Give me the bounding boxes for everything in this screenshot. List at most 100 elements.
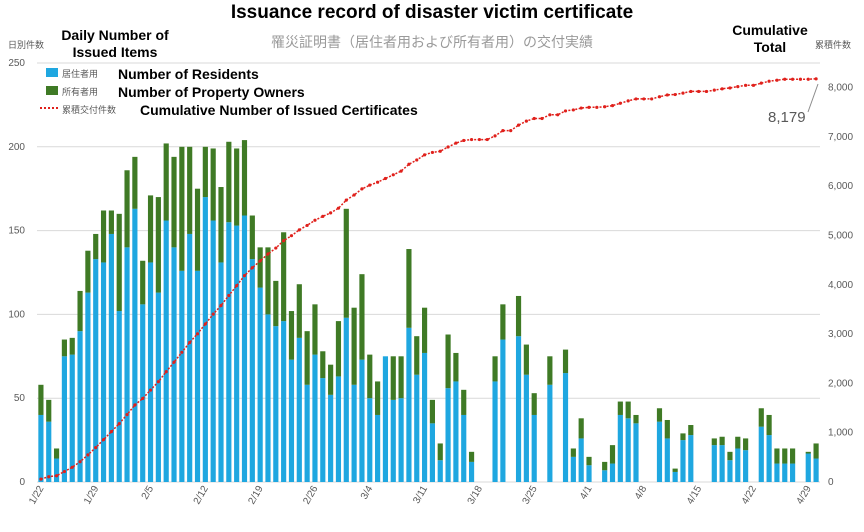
y2-tick-label: 0 <box>828 477 834 488</box>
y2-tick-label: 8,000 <box>828 83 853 94</box>
bar-owners <box>445 334 451 389</box>
bar-residents <box>351 384 357 482</box>
bar-residents <box>124 247 130 482</box>
cumulative-point <box>203 322 207 326</box>
legend-owners-jp: 所有者用 <box>62 86 98 98</box>
bar-residents <box>61 356 67 482</box>
bar-owners <box>766 414 772 436</box>
x-tick-label: 4/22 <box>740 484 759 507</box>
bar-owners <box>492 356 498 382</box>
cumulative-point <box>297 228 301 232</box>
cumulative-point <box>360 187 364 191</box>
cumulative-point <box>657 95 662 99</box>
cumulative-point <box>336 206 341 210</box>
cumulative-point <box>376 180 380 184</box>
bar-residents <box>656 421 663 482</box>
cumulative-point <box>321 214 325 218</box>
cumulative-callout-line <box>807 83 819 113</box>
bar-owners <box>547 356 553 385</box>
y-tick-label: 250 <box>8 58 25 69</box>
cumulative-point <box>524 119 528 123</box>
bar-residents <box>500 339 506 482</box>
bar-owners <box>390 356 396 400</box>
cumulative-point <box>477 137 481 142</box>
bar-residents <box>547 384 553 482</box>
bar-residents <box>218 262 224 482</box>
bar-owners <box>46 399 52 422</box>
bar-residents <box>38 414 44 482</box>
cumulative-point <box>556 113 560 117</box>
cumulative-point <box>391 173 395 177</box>
bar-owners <box>132 156 138 209</box>
cumulative-point <box>78 460 82 464</box>
chart-title-jp: 罹災証明書（居住者用および所有者用）の交付実績 <box>271 34 593 51</box>
gridlines <box>37 62 820 483</box>
cumulative-point <box>587 105 591 109</box>
y2-tick-label: 4,000 <box>828 280 853 291</box>
cumulative-point <box>188 340 192 345</box>
bar-residents <box>727 460 733 482</box>
bar-residents <box>414 374 420 482</box>
cumulative-point <box>618 101 622 105</box>
bar-residents <box>562 373 569 482</box>
bar-residents <box>194 270 201 482</box>
cumulative-point <box>790 77 795 81</box>
bar-owners <box>414 336 420 375</box>
cumulative-point <box>305 223 309 228</box>
bar-owners <box>241 140 248 216</box>
legend-swatch-residents <box>46 68 58 77</box>
x-tick-label: 4/1 <box>578 484 595 502</box>
cumulative-point <box>493 134 497 138</box>
bar-owners <box>124 170 130 248</box>
right-axis-title-line2: Total <box>754 39 786 55</box>
cumulative-point <box>148 388 153 392</box>
cumulative-point <box>665 93 669 97</box>
legend-owners-en: Number of Property Owners <box>118 84 305 100</box>
bar-owners <box>61 339 67 357</box>
cumulative-point <box>806 77 810 81</box>
bar-owners <box>155 197 161 293</box>
bar-residents <box>140 304 146 482</box>
bar-owners <box>453 352 459 382</box>
bar-residents <box>249 259 255 482</box>
cumulative-point <box>266 252 270 256</box>
bar-residents <box>570 456 576 482</box>
cumulative-point <box>430 150 435 155</box>
cumulative-line-path <box>40 78 817 480</box>
y-tick-label: 200 <box>8 142 25 153</box>
bar-owners <box>727 451 733 461</box>
bar-owners <box>743 438 749 451</box>
cumulative-point <box>133 403 137 407</box>
bar-residents <box>241 215 248 483</box>
bar-owners <box>422 307 428 353</box>
bar-residents <box>359 359 365 482</box>
bar-owners <box>398 356 404 399</box>
bar-owners <box>343 208 349 318</box>
bar-owners <box>367 354 373 399</box>
bar-owners <box>147 195 154 263</box>
bar-residents <box>445 388 451 482</box>
x-tick-label: 2/12 <box>192 484 211 507</box>
bar-owners <box>249 215 255 260</box>
bar-residents <box>429 423 435 482</box>
left-axis-title-line1: Daily Number of <box>61 27 169 43</box>
bar-residents <box>171 247 177 482</box>
bar-owners <box>328 364 334 395</box>
cumulative-point <box>399 169 403 173</box>
cumulative-point <box>438 149 442 153</box>
cumulative-point <box>610 104 615 108</box>
cumulative-point <box>689 89 693 94</box>
bar-owners <box>515 295 522 337</box>
legend: 居住者用 Number of Residents 所有者用 Number of … <box>40 66 418 118</box>
x-tick-label: 2/5 <box>140 484 157 502</box>
x-tick-label: 1/29 <box>82 484 101 507</box>
chart-title-en: Issuance record of disaster victim certi… <box>231 2 633 23</box>
bar-owners <box>171 156 177 248</box>
cumulative-point <box>329 211 333 215</box>
bar-owners <box>312 304 318 355</box>
bar-residents <box>312 354 318 482</box>
bar-residents <box>226 222 232 482</box>
x-tick-label: 4/29 <box>795 484 814 507</box>
cumulative-point <box>407 162 411 166</box>
y2-tick-label: 2,000 <box>828 378 853 389</box>
